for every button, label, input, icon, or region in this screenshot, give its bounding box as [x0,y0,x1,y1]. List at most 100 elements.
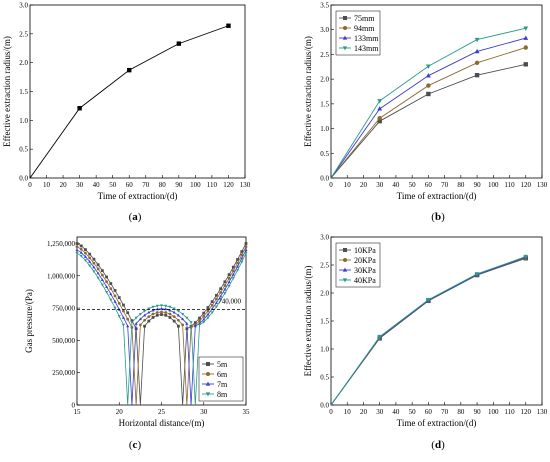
plot-frame [330,4,543,179]
data-point [92,265,96,269]
data-point [75,248,79,252]
data-point [79,250,83,254]
legend-entry: 143mm [354,44,379,53]
x-tick-label: 90 [175,181,183,189]
x-tick-label: 50 [409,181,417,189]
data-point [226,23,231,28]
y-tick-label: 1.0 [19,117,28,125]
panel-label: (a) [129,211,142,223]
x-tick-label: 60 [126,181,134,189]
data-point [214,305,218,309]
y-tick-label: 0.0 [320,402,329,410]
x-tick-label: 30 [76,181,84,189]
y-tick-label: 0 [72,402,76,410]
data-point [168,308,172,312]
data-point [122,303,125,307]
legend-marker [205,392,211,397]
x-tick-label: 110 [504,181,515,189]
data-point [426,91,431,97]
data-point [96,276,100,280]
data-point [181,312,185,316]
data-point [244,248,248,252]
legend-entry: 20KPa [354,256,376,265]
y-tick-label: 2.5 [320,262,329,270]
x-tick-label: 120 [521,181,532,189]
data-point [122,309,125,313]
legend-marker [343,258,347,262]
y-tick-label: 1,000,000 [47,272,76,280]
data-point [83,255,87,258]
data-point [474,60,480,66]
x-tick-label: 35 [243,408,251,416]
legend-entry: 94mm [354,24,375,33]
data-point [231,272,235,276]
data-point [105,275,108,279]
data-point [202,314,206,318]
data-point [219,294,223,298]
data-point [523,26,529,31]
data-point [523,45,528,50]
data-point [523,35,529,40]
y-tick-label: 1.5 [320,100,329,108]
data-point [197,323,202,327]
legend-entry: 133mm [354,34,379,43]
data-point [151,308,155,312]
x-tick-label: 60 [425,408,433,416]
legend-marker [342,46,348,51]
y-axis-label: Gas pressure/(Pa) [24,289,34,353]
x-axis-label: Time of extraction/(d) [98,191,178,201]
x-tick-label: 0 [28,181,32,189]
data-point [244,252,248,255]
data-point [181,317,185,321]
data-point [219,287,223,291]
data-point [177,324,180,328]
x-tick-label: 0 [329,181,333,189]
data-point [215,293,218,297]
x-tick-label: 30 [200,408,208,416]
x-tick-label: 20 [360,181,368,189]
data-point [168,316,172,319]
chart-panel-c: 15 20 25 30 35 0 250,000 500,000 750,000 1,000,00… [24,236,251,451]
legend-marker [205,381,211,386]
y-tick-label: 0.5 [320,150,329,158]
data-point [236,264,240,268]
data-point [425,297,431,303]
x-tick-label: 60 [425,181,433,189]
data-point [185,321,189,325]
data-point [79,254,83,258]
data-point [227,273,231,277]
data-point [160,313,163,316]
data-point [214,301,218,304]
x-tick-label: 70 [441,408,449,416]
data-point [202,311,206,315]
legend-entry: 40KPa [354,276,376,285]
panel-label: (d) [431,439,445,451]
data-point [223,284,227,287]
data-point [113,299,117,303]
y-tick-label: 2.0 [320,290,329,298]
y-tick-label: 1.5 [320,318,329,326]
panel-label: (c) [129,439,142,451]
data-point [189,321,193,324]
data-point [143,313,147,317]
data-point [240,256,244,260]
x-tick-label: 130 [240,181,251,189]
legend-entry: 7m [217,380,228,389]
x-tick-label: 80 [159,181,167,189]
data-point [377,99,383,104]
legend-entry: 10KPa [354,246,376,255]
chart-panel-a: 0 10 20 30 40 50 60 70 80 90 100 110 120 130 0.0 0.5 1.0… [2,2,251,224]
data-point [138,323,142,327]
data-point [168,305,172,309]
data-point [219,291,223,294]
data-point [88,264,92,268]
data-point [77,106,82,111]
x-tick-label: 20 [360,408,368,416]
y-tick-label: 3.5 [320,2,329,10]
x-tick-label: 110 [504,408,515,416]
data-point [151,312,155,316]
data-point [223,287,227,291]
data-point [143,309,147,313]
data-point [198,316,201,320]
